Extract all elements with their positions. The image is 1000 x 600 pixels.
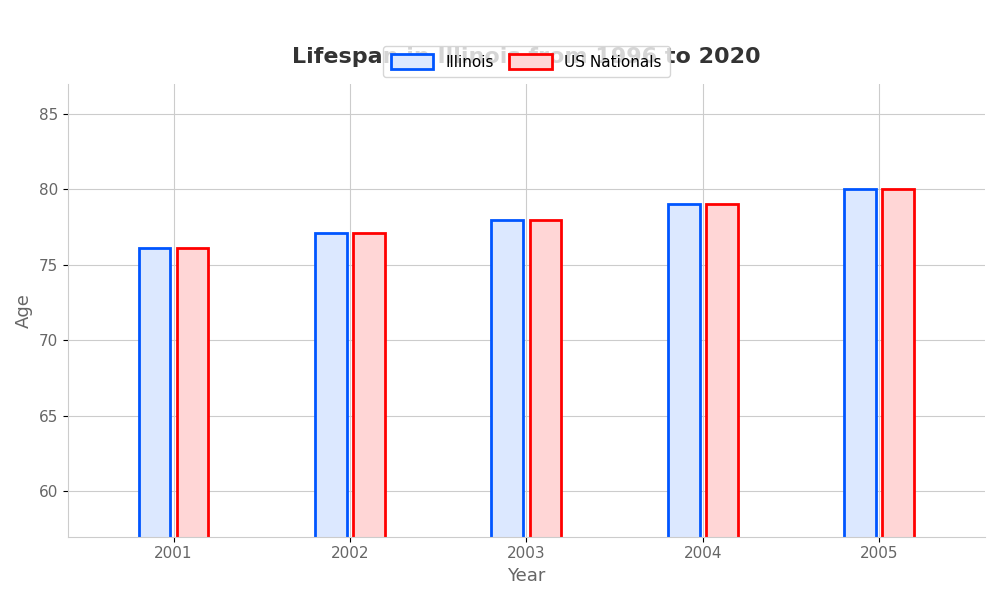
Bar [177, 248, 208, 600]
Bar [315, 233, 347, 600]
Title: Lifespan in Illinois from 1996 to 2020: Lifespan in Illinois from 1996 to 2020 [292, 47, 761, 67]
Y-axis label: Age: Age [15, 293, 33, 328]
Bar [139, 248, 170, 600]
Bar [668, 205, 700, 600]
Bar [882, 189, 914, 600]
Legend: Illinois, US Nationals: Illinois, US Nationals [383, 46, 670, 77]
Bar [844, 189, 876, 600]
X-axis label: Year: Year [507, 567, 546, 585]
Bar [706, 205, 738, 600]
Bar [491, 220, 523, 600]
Bar [530, 220, 561, 600]
Bar [353, 233, 385, 600]
